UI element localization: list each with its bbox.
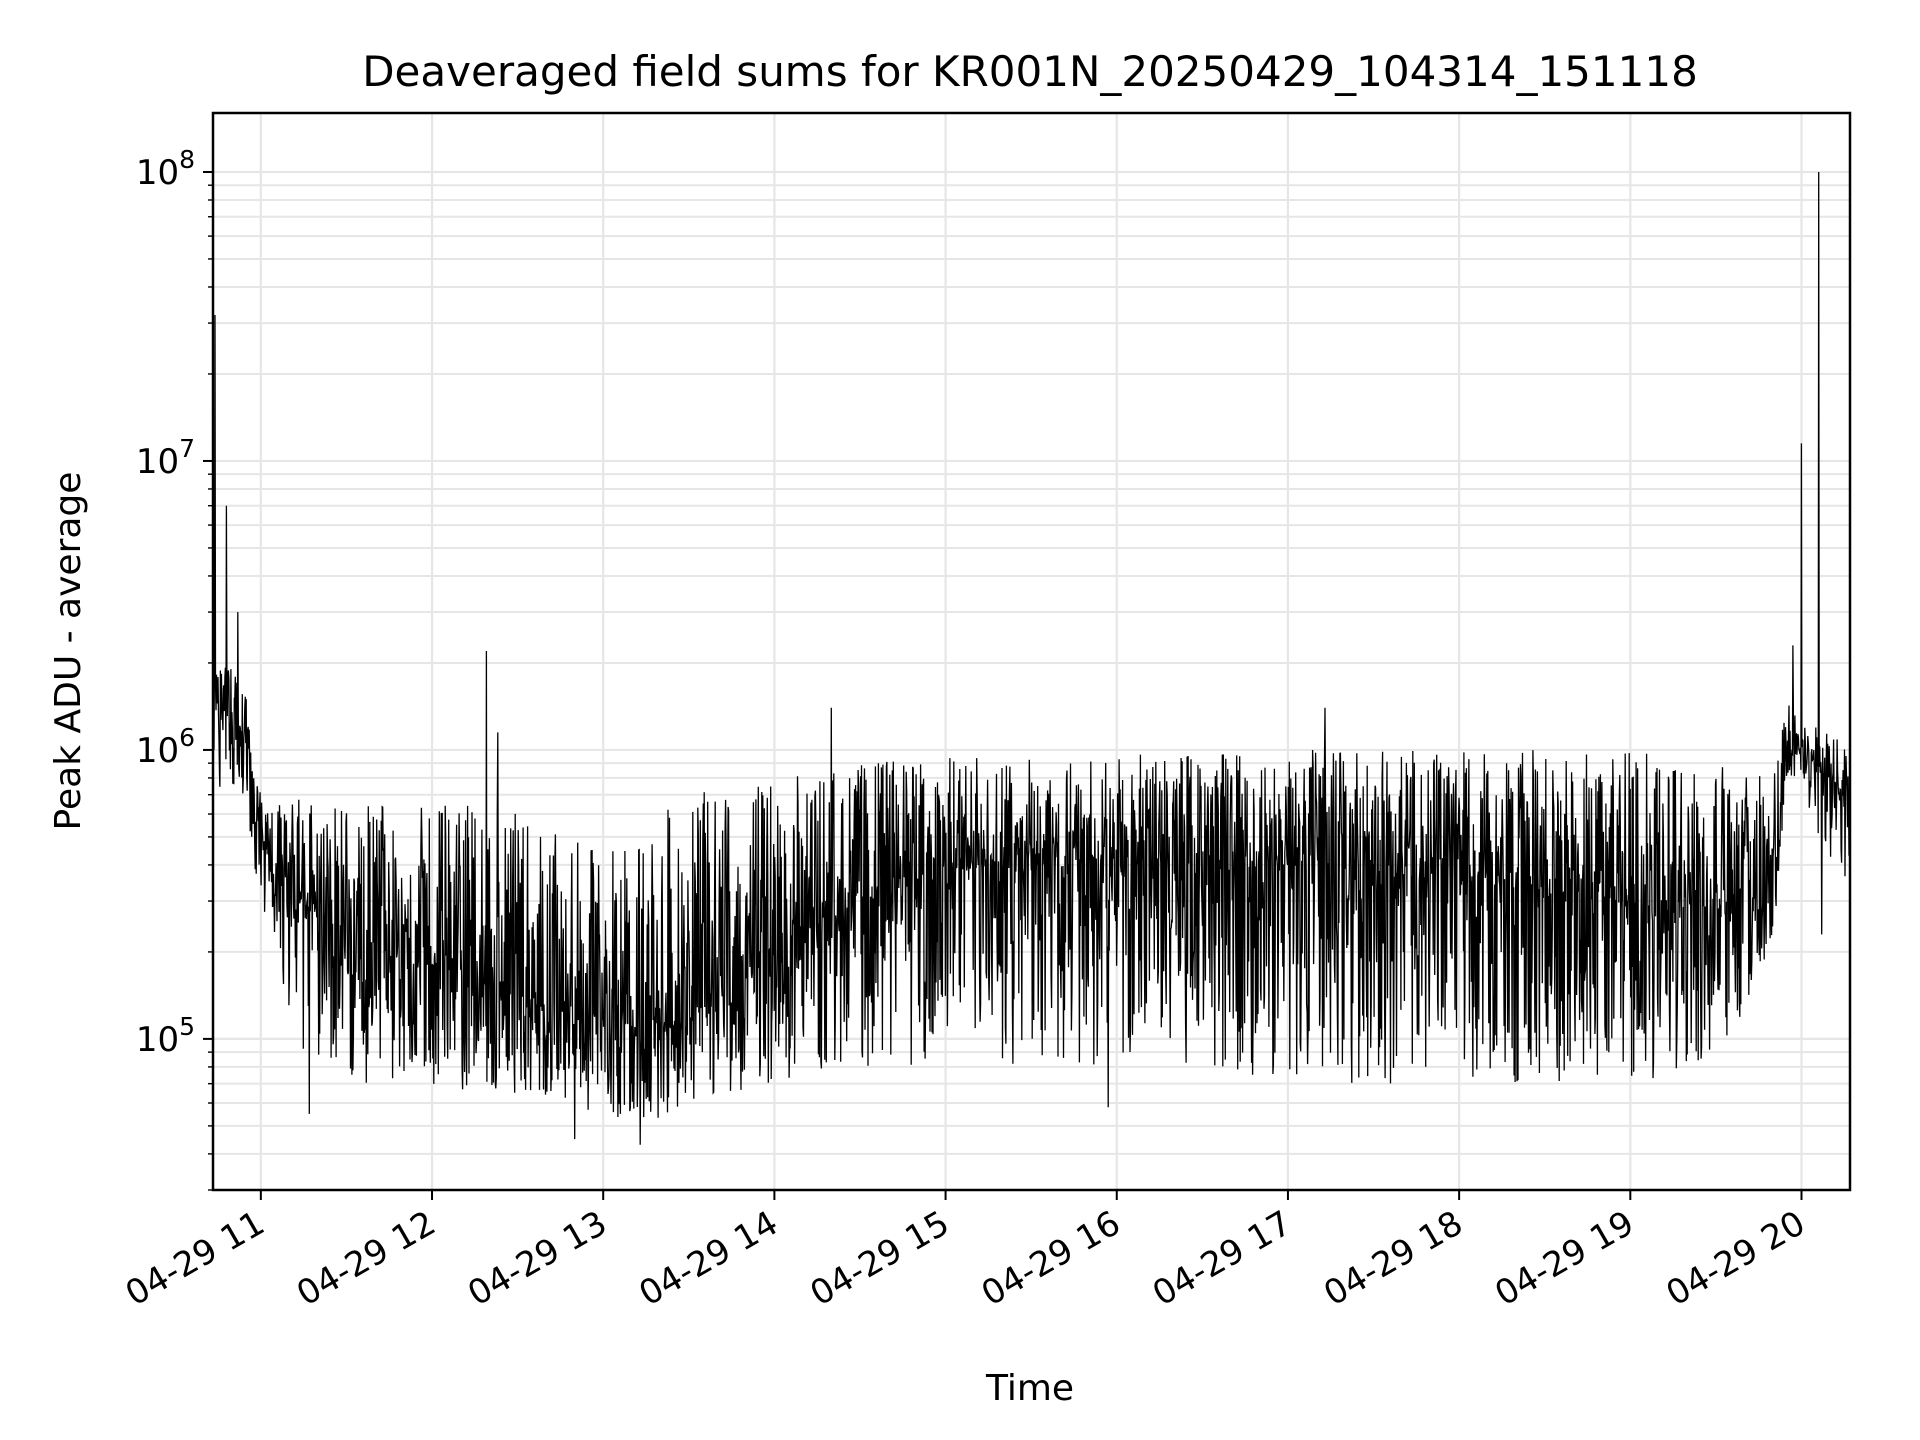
y-tick-label: 107 [136, 434, 195, 482]
chart-title: Deaveraged field sums for KR001N_2025042… [362, 47, 1698, 96]
y-tick-label: 108 [136, 145, 195, 193]
y-tick-label: 105 [136, 1012, 195, 1060]
y-axis-label: Peak ADU - average [48, 472, 89, 831]
plot-frame [211, 111, 1852, 1192]
y-tick-label: 106 [136, 723, 195, 771]
x-axis-label: Time [985, 1368, 1074, 1409]
y-axis-ticks: 105 106 107 108 [136, 145, 213, 1191]
series-line [212, 171, 1851, 1145]
data-series-line [212, 171, 1851, 1145]
